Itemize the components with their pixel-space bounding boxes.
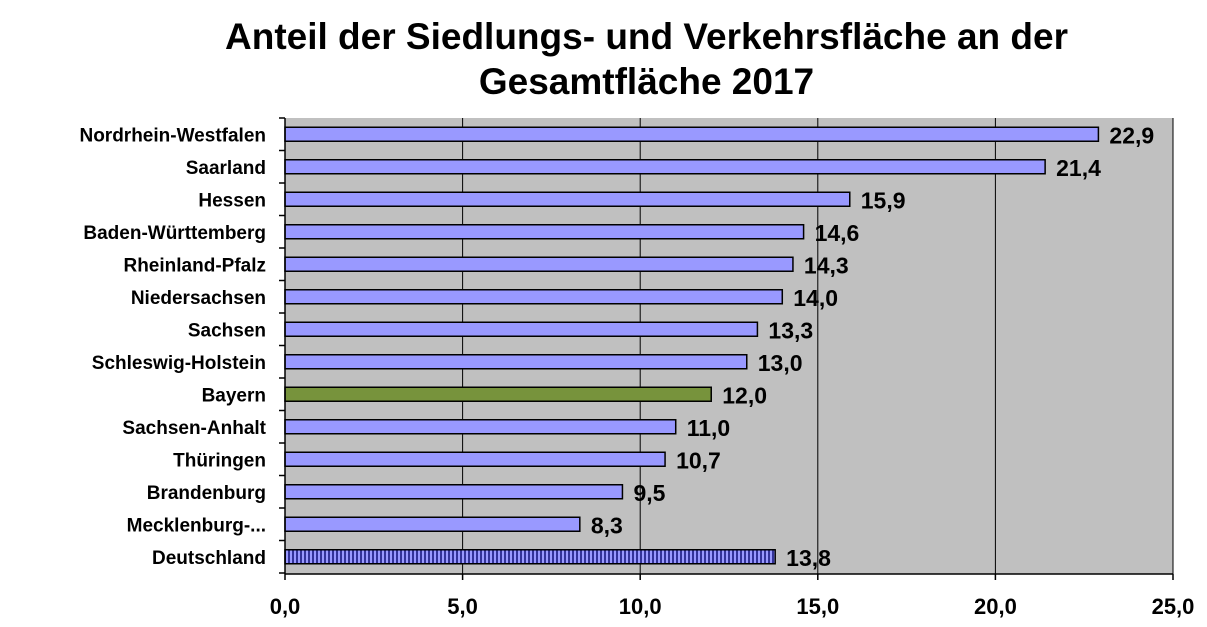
bar <box>284 256 794 272</box>
category-label: Sachsen-Anhalt <box>122 418 266 439</box>
x-tick-label: 10,0 <box>619 594 662 619</box>
data-label: 14,0 <box>793 285 838 311</box>
chart-title: Anteil der Siedlungs- und Verkehrsfläche… <box>0 14 1207 104</box>
chart-title-line-1: Anteil der Siedlungs- und Verkehrsfläche… <box>225 16 1068 57</box>
category-label: Mecklenburg-... <box>127 515 266 536</box>
axes <box>279 117 1174 580</box>
category-label: Schleswig-Holstein <box>92 353 266 374</box>
data-label: 15,9 <box>861 187 906 213</box>
data-label: 13,8 <box>786 545 831 571</box>
chart-title-line-2: Gesamtfläche 2017 <box>478 61 815 102</box>
bar <box>284 386 712 402</box>
x-tick-label: 5,0 <box>447 594 478 619</box>
labels: 0,0 5,0 10,0 15,0 20,0 25,0 Nordrhein-Westfale… <box>79 122 1194 619</box>
data-label: 21,4 <box>1056 155 1101 181</box>
bar <box>284 549 776 565</box>
bar <box>284 159 1046 175</box>
bar <box>284 321 759 337</box>
data-label: 13,0 <box>758 350 803 376</box>
data-label: 13,3 <box>768 317 813 343</box>
category-label: Deutschland <box>152 548 266 569</box>
category-label: Baden-Württemberg <box>83 223 266 244</box>
data-label: 14,6 <box>815 220 860 246</box>
bar <box>284 419 677 435</box>
category-label: Thüringen <box>173 450 266 471</box>
category-label: Sachsen <box>188 320 266 341</box>
bar <box>284 126 1100 142</box>
bar <box>284 191 851 207</box>
data-label: 8,3 <box>591 512 623 538</box>
bar <box>284 484 624 500</box>
data-label: 10,7 <box>676 447 721 473</box>
category-label: Hessen <box>198 190 266 211</box>
bar <box>284 289 784 305</box>
bar <box>284 354 748 370</box>
x-tick-label: 0,0 <box>270 594 301 619</box>
x-tick-label: 25,0 <box>1152 594 1195 619</box>
category-label: Brandenburg <box>147 483 266 504</box>
bar <box>284 224 805 240</box>
x-tick-label: 15,0 <box>796 594 839 619</box>
category-label: Saarland <box>186 158 266 179</box>
bar <box>284 516 581 532</box>
bar <box>284 451 666 467</box>
x-tick-label: 20,0 <box>974 594 1017 619</box>
data-label: 12,0 <box>722 382 767 408</box>
data-label: 9,5 <box>633 480 665 506</box>
category-label: Rheinland-Pfalz <box>123 255 266 276</box>
plot-area <box>285 118 1173 574</box>
category-label: Bayern <box>202 385 266 406</box>
data-label: 14,3 <box>804 252 849 278</box>
data-label: 22,9 <box>1109 122 1154 148</box>
bars <box>284 126 1100 565</box>
category-label: Niedersachsen <box>131 288 266 309</box>
category-label: Nordrhein-Westfalen <box>79 125 266 146</box>
data-label: 11,0 <box>687 415 731 441</box>
